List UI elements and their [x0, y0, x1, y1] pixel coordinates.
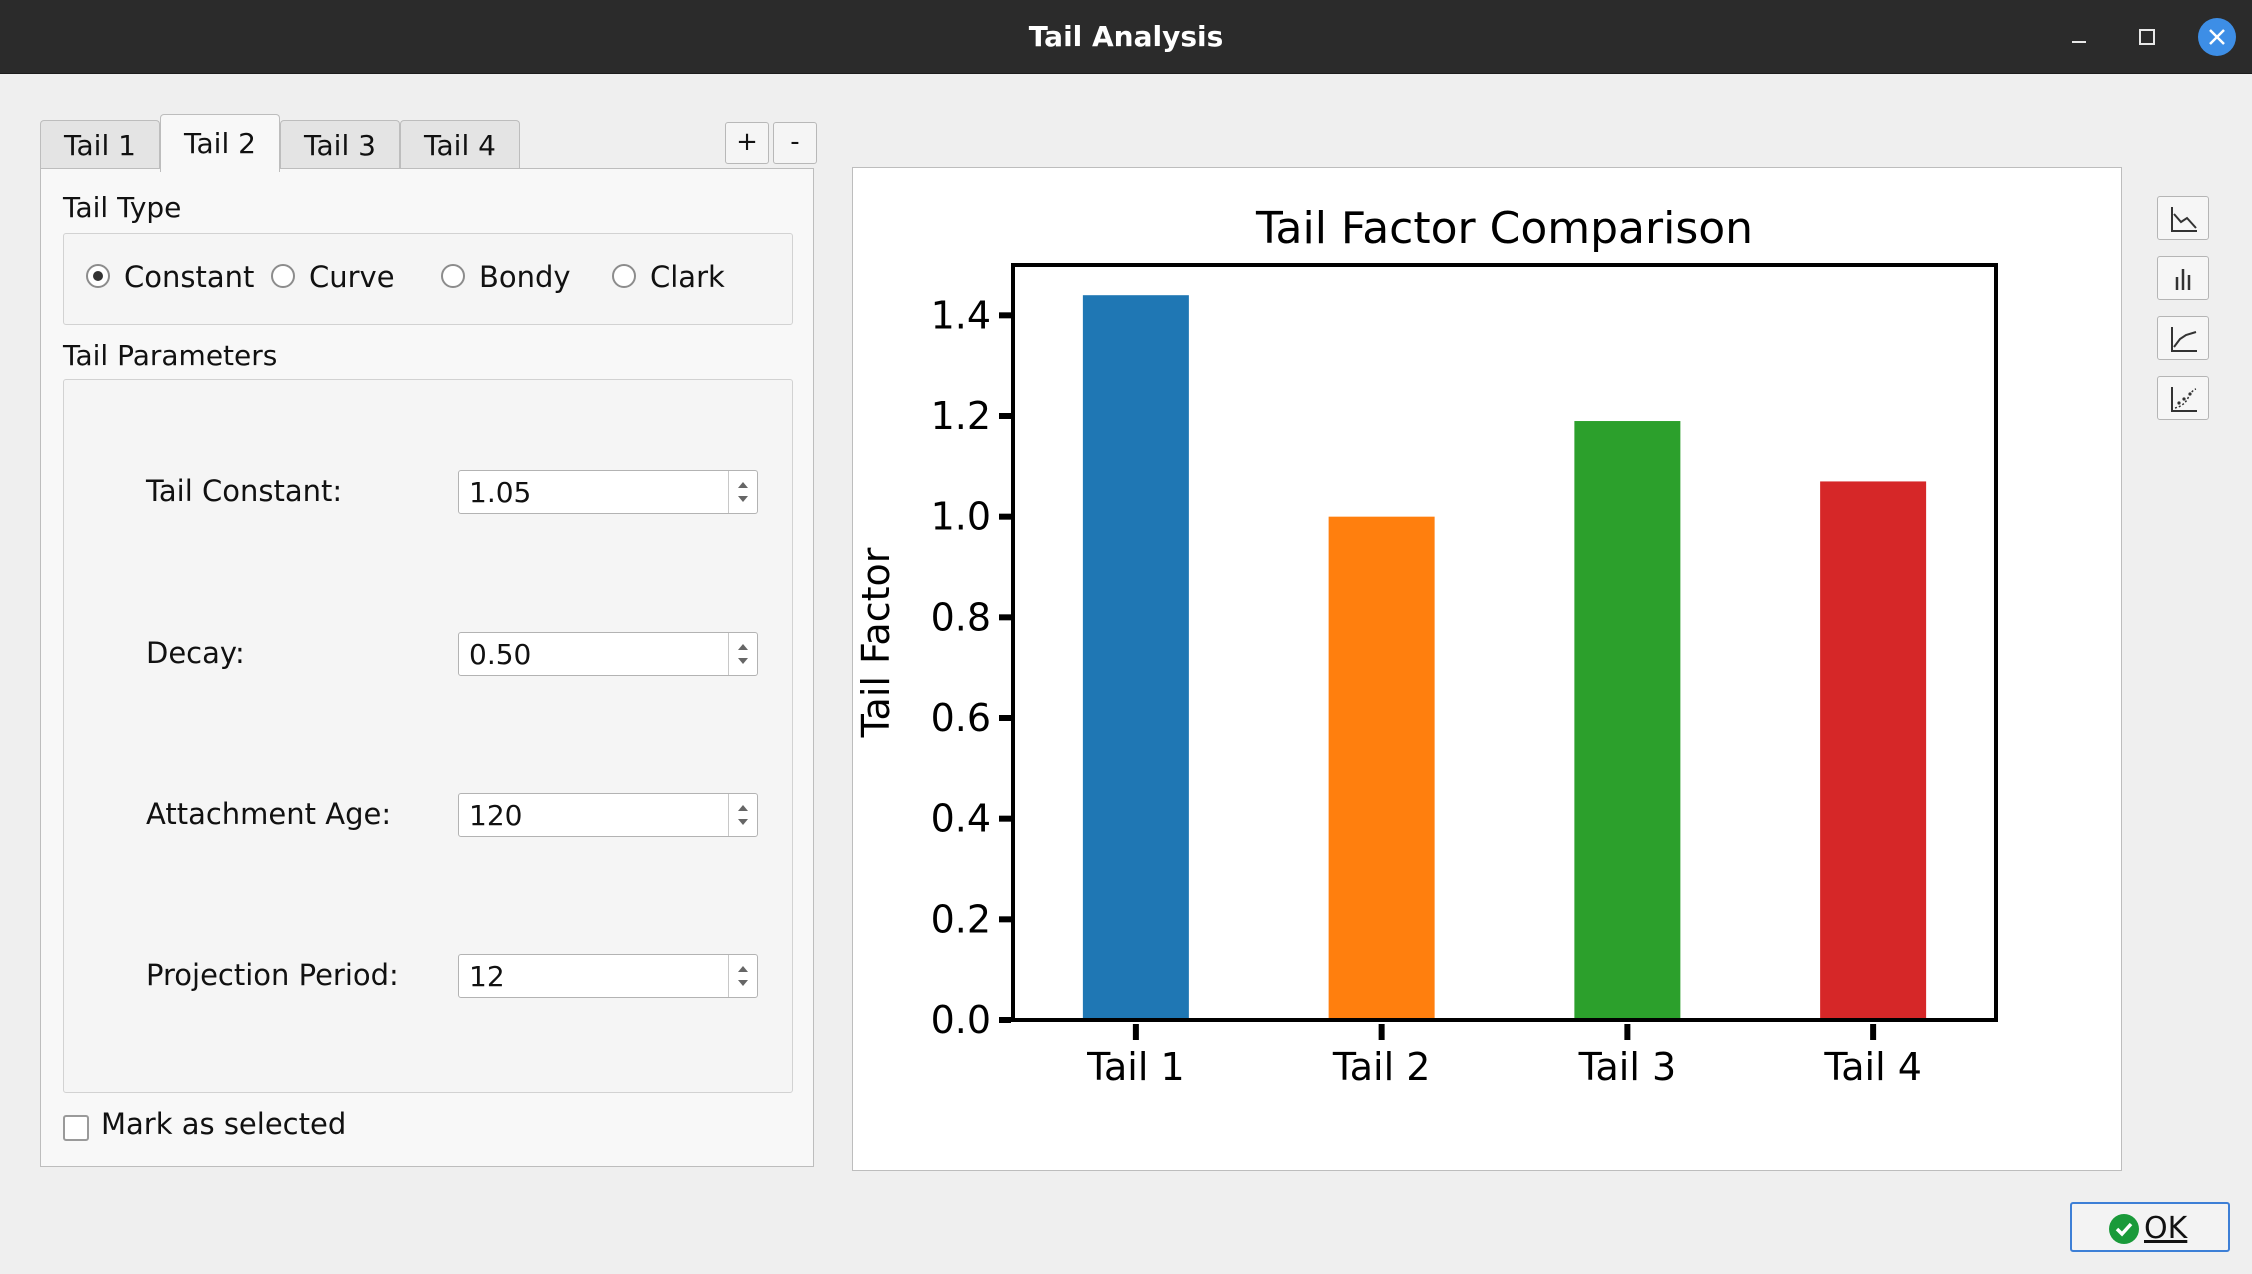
cumulative-chart-button[interactable]: [2157, 316, 2209, 360]
title-bar: Tail Analysis: [0, 0, 2252, 74]
chart-bar: [1574, 421, 1681, 1020]
radio-indicator: [271, 264, 295, 288]
radio-constant[interactable]: Constant: [86, 257, 256, 297]
spinbox-value: 1.05: [469, 476, 532, 509]
y-tick-label: 0.2: [931, 897, 991, 941]
bar-chart-button[interactable]: [2157, 256, 2209, 300]
tab-tail-2[interactable]: Tail 2: [160, 114, 280, 172]
y-tick-label: 1.2: [931, 394, 991, 438]
spinbox-arrows[interactable]: [728, 471, 757, 513]
maximize-icon: [2139, 29, 2155, 45]
scatter-chart-icon: [2171, 387, 2197, 412]
decay-spinbox[interactable]: 0.50: [458, 632, 758, 676]
tail-constant-spinbox[interactable]: 1.05: [458, 470, 758, 514]
close-icon: [2209, 29, 2225, 45]
y-tick-label: 0.6: [931, 696, 991, 740]
bar-chart-icon: [2175, 269, 2191, 290]
tab-tail-4[interactable]: Tail 4: [400, 120, 520, 169]
spinbox-value: 12: [469, 960, 505, 993]
tail-constant-label: Tail Constant:: [146, 474, 343, 508]
radio-label: Clark: [650, 260, 725, 294]
line-chart-button[interactable]: [2157, 196, 2209, 240]
chart-bar: [1328, 516, 1435, 1020]
tail-type-group: Constant Curve Bondy Clark: [63, 233, 793, 325]
ok-button[interactable]: OK: [2070, 1202, 2230, 1252]
window-title: Tail Analysis: [1028, 20, 1224, 53]
check-circle-icon: [2109, 1214, 2139, 1244]
up-down-arrows-icon: [738, 966, 748, 986]
chart-panel: Tail 1 Tail 2 Tail 3 Tail 4 0.0 0.2 0.4 0.6 0.8 1…: [852, 167, 2122, 1171]
x-tick-label: Tail 1: [1086, 1045, 1185, 1089]
spinbox-value: 120: [469, 799, 523, 832]
plot-frame: [1011, 263, 1998, 1022]
spinbox-arrows[interactable]: [728, 794, 757, 836]
radio-label: Curve: [309, 260, 395, 294]
mark-selected-checkbox[interactable]: [63, 1115, 89, 1141]
close-button[interactable]: [2198, 18, 2236, 56]
minimize-button[interactable]: [2060, 18, 2098, 56]
ok-label: OK: [2144, 1211, 2188, 1246]
attachment-age-label: Attachment Age:: [146, 797, 392, 831]
y-tick-label: 1.4: [931, 293, 991, 337]
minimize-icon: [2072, 41, 2086, 43]
mark-selected-label[interactable]: Mark as selected: [101, 1107, 347, 1141]
spinbox-value: 0.50: [469, 638, 532, 671]
radio-clark[interactable]: Clark: [612, 257, 742, 297]
radio-indicator: [86, 264, 110, 288]
radio-label: Bondy: [479, 260, 571, 294]
up-down-arrows-icon: [738, 805, 748, 825]
radio-curve[interactable]: Curve: [271, 257, 401, 297]
maximize-button[interactable]: [2128, 18, 2166, 56]
x-tick-label: Tail 4: [1823, 1045, 1922, 1089]
x-tick-label: Tail 2: [1332, 1045, 1431, 1089]
projection-period-spinbox[interactable]: 12: [458, 954, 758, 998]
radio-indicator: [441, 264, 465, 288]
tail-settings-panel: Tail Type Constant Curve Bondy Clark Tai…: [40, 168, 814, 1167]
cumulative-chart-icon: [2171, 327, 2197, 352]
radio-label: Constant: [124, 260, 255, 294]
spinbox-arrows[interactable]: [728, 955, 757, 997]
attachment-age-spinbox[interactable]: 120: [458, 793, 758, 837]
chart-title: Tail Factor Comparison: [1255, 203, 1753, 254]
chart-bar: [1820, 481, 1927, 1020]
tab-tail-1[interactable]: Tail 1: [40, 120, 160, 169]
y-tick-label: 1.0: [931, 495, 991, 539]
y-axis-label: Tail Factor: [854, 547, 898, 738]
tail-parameters-group: Tail Constant: 1.05 Decay: 0.50 Attachme…: [63, 379, 793, 1093]
up-down-arrows-icon: [738, 644, 748, 664]
y-tick-label: 0.8: [931, 595, 991, 639]
up-down-arrows-icon: [738, 482, 748, 502]
tab-tail-3[interactable]: Tail 3: [280, 120, 400, 169]
remove-tab-button[interactable]: -: [773, 122, 817, 164]
x-tick-label: Tail 3: [1578, 1045, 1677, 1089]
spinbox-arrows[interactable]: [728, 633, 757, 675]
decay-label: Decay:: [146, 636, 245, 670]
projection-period-label: Projection Period:: [146, 958, 399, 992]
y-tick-label: 0.4: [931, 797, 991, 841]
line-chart-icon: [2171, 207, 2197, 232]
scatter-chart-button[interactable]: [2157, 376, 2209, 420]
chart-bar: [1082, 295, 1189, 1020]
tail-type-heading: Tail Type: [63, 191, 182, 224]
radio-indicator: [612, 264, 636, 288]
tail-parameters-heading: Tail Parameters: [63, 339, 278, 372]
radio-bondy[interactable]: Bondy: [441, 257, 581, 297]
add-tab-button[interactable]: +: [725, 122, 769, 164]
y-tick-label: 0.0: [931, 998, 991, 1042]
tail-factor-chart: Tail 1 Tail 2 Tail 3 Tail 4 0.0 0.2 0.4 0.6 0.8 1…: [854, 203, 1998, 1089]
